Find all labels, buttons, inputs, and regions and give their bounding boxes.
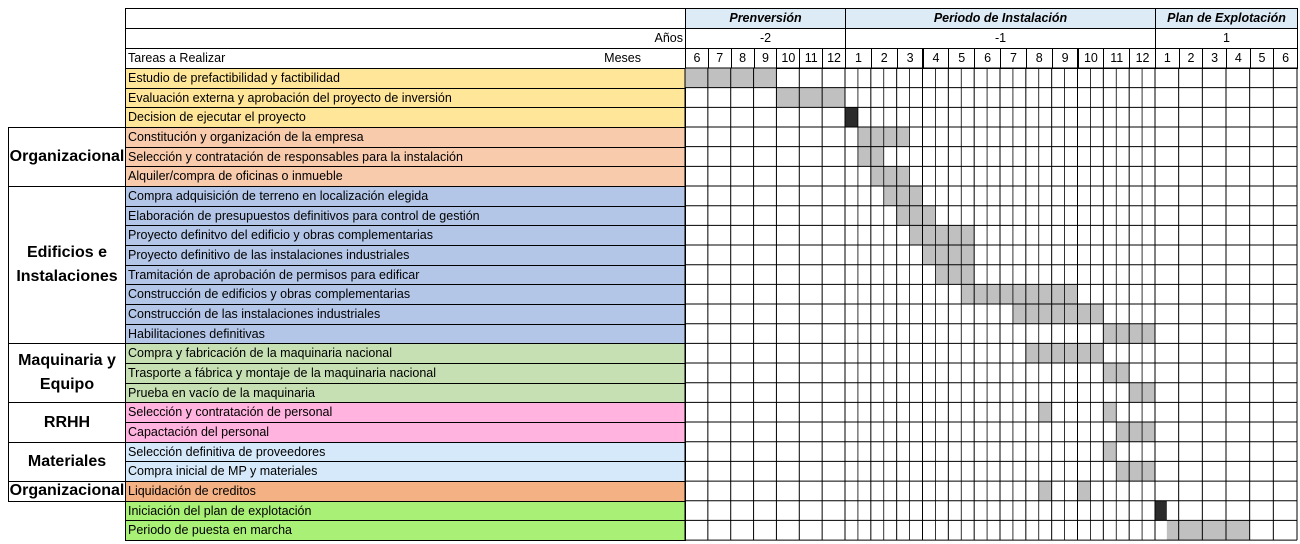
task-name: Compra inicial de MP y materiales bbox=[125, 461, 686, 483]
months-label: Meses bbox=[604, 51, 641, 66]
period-year: 1 bbox=[1155, 28, 1298, 49]
month-label: 4 bbox=[1226, 48, 1251, 69]
period-year: -2 bbox=[685, 28, 846, 49]
month-label: 8 bbox=[730, 48, 755, 69]
month-label: 5 bbox=[948, 48, 976, 69]
month-label: 5 bbox=[1249, 48, 1275, 69]
month-label: 3 bbox=[896, 48, 924, 69]
bar bbox=[922, 245, 975, 265]
month-label: 3 bbox=[1202, 48, 1227, 69]
task-name: Trasporte a fábrica y montaje de la maqu… bbox=[125, 363, 686, 384]
task-name: Prueba en vacío de la maquinaria bbox=[125, 382, 686, 404]
group-label: RRHH bbox=[8, 402, 126, 443]
group-label: Edificios e Instalaciones bbox=[8, 186, 126, 345]
bar bbox=[1038, 402, 1052, 423]
bar bbox=[1103, 323, 1155, 344]
month-label: 7 bbox=[707, 48, 732, 69]
milestone bbox=[845, 107, 858, 128]
task-name: Alquiler/compra de oficinas o inmueble bbox=[125, 166, 686, 187]
month-label: 12 bbox=[1129, 48, 1156, 69]
bar bbox=[1012, 304, 1104, 324]
month-label: 1 bbox=[845, 48, 872, 69]
bar bbox=[1077, 481, 1091, 501]
bar bbox=[909, 225, 975, 246]
bar bbox=[1116, 461, 1155, 482]
group-label: Maquinaria y Equipo bbox=[8, 343, 126, 404]
month-label: 6 bbox=[974, 48, 1001, 69]
month-label: 2 bbox=[870, 48, 898, 69]
bar bbox=[1103, 402, 1117, 423]
month-label: 10 bbox=[1077, 48, 1105, 69]
month-label: 8 bbox=[1025, 48, 1053, 69]
bar bbox=[1129, 382, 1155, 403]
task-name: Compra adquisición de terreno en localiz… bbox=[125, 186, 686, 207]
years-label: Años bbox=[125, 28, 686, 49]
group-label: Materiales bbox=[8, 441, 126, 483]
task-name: Capactación del personal bbox=[125, 422, 686, 443]
task-name: Selección y contratación de responsables… bbox=[125, 146, 686, 168]
month-label: 12 bbox=[822, 48, 846, 69]
task-name: Construcción de edificios y obras comple… bbox=[125, 284, 686, 306]
bar bbox=[1103, 441, 1117, 462]
bar bbox=[1038, 481, 1052, 501]
task-name: Constitución y organización de la empres… bbox=[125, 127, 686, 148]
task-name: Elaboración de presupuestos definitivos … bbox=[125, 205, 686, 227]
milestone bbox=[1155, 500, 1167, 521]
bar bbox=[1116, 422, 1155, 442]
task-name: Tramitación de aprobación de permisos pa… bbox=[125, 264, 686, 286]
task-name: Evaluación externa y aprobación del proy… bbox=[125, 87, 686, 109]
month-label: 1 bbox=[1155, 48, 1180, 69]
bar bbox=[857, 146, 884, 167]
task-name: Construcción de las instalaciones indust… bbox=[125, 304, 686, 325]
month-label: 9 bbox=[753, 48, 778, 69]
task-name: Habilitaciones definitivas bbox=[125, 323, 686, 345]
bar bbox=[1025, 343, 1104, 364]
month-label: 10 bbox=[776, 48, 801, 69]
bar bbox=[1103, 363, 1130, 383]
month-label: 7 bbox=[1000, 48, 1027, 69]
group-label: Organizacional bbox=[8, 481, 126, 502]
task-name: Liquidación de creditos bbox=[125, 481, 686, 502]
month-label: 4 bbox=[922, 48, 950, 69]
month-label: 2 bbox=[1178, 48, 1204, 69]
bar bbox=[1166, 520, 1250, 541]
bar bbox=[685, 68, 777, 88]
task-name: Compra y fabricación de la maquinaria na… bbox=[125, 343, 686, 365]
month-label: 9 bbox=[1051, 48, 1079, 69]
month-label: 11 bbox=[799, 48, 824, 69]
month-label: 6 bbox=[685, 48, 709, 69]
task-name: Estudio de prefactibilidad y factibilida… bbox=[125, 68, 686, 89]
task-name: Iniciación del plan de explotación bbox=[125, 500, 686, 522]
task-name: Proyecto definitvo del edificio y obras … bbox=[125, 225, 686, 247]
task-name: Proyecto definitivo de las instalaciones… bbox=[125, 245, 686, 266]
task-name: Decision de ejecutar el proyecto bbox=[125, 107, 686, 128]
bar bbox=[961, 284, 1078, 305]
header-blank bbox=[125, 8, 686, 29]
bar bbox=[870, 166, 910, 187]
bar bbox=[776, 87, 845, 108]
bar bbox=[857, 127, 910, 147]
bar bbox=[896, 205, 936, 226]
period-title: Prenversión bbox=[685, 8, 846, 29]
month-label: 6 bbox=[1273, 48, 1298, 69]
period-title: Plan de Explotación bbox=[1155, 8, 1298, 29]
month-label: 11 bbox=[1103, 48, 1131, 69]
group-label: Organizacional bbox=[8, 127, 126, 187]
period-year: -1 bbox=[845, 28, 1156, 49]
task-name: Selección definitiva de proveedores bbox=[125, 441, 686, 463]
period-title: Periodo de Instalación bbox=[845, 8, 1156, 29]
task-name: Selección y contratación de personal bbox=[125, 402, 686, 424]
bar bbox=[935, 264, 975, 285]
bar bbox=[883, 186, 923, 206]
task-name: Periodo de puesta en marcha bbox=[125, 520, 686, 542]
